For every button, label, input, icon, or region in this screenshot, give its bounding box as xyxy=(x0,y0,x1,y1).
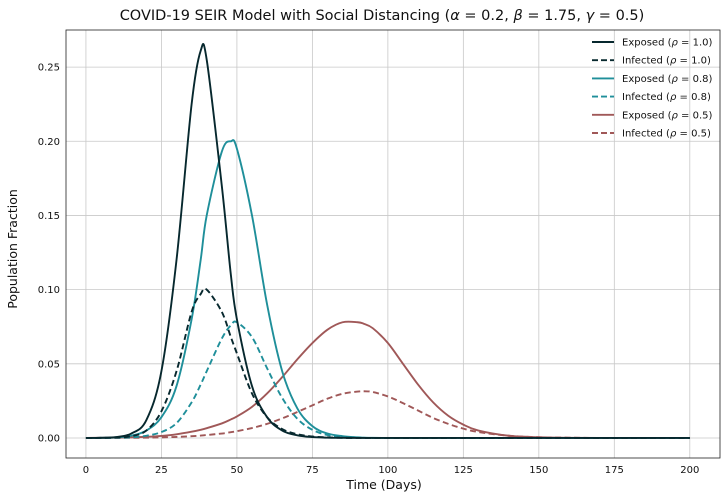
x-tick-label: 175 xyxy=(605,465,624,476)
y-tick-label: 0.25 xyxy=(38,63,60,74)
y-tick-label: 0.15 xyxy=(38,211,60,222)
grid xyxy=(66,30,720,458)
x-tick-label: 75 xyxy=(306,465,319,476)
x-tick-label: 125 xyxy=(454,465,473,476)
x-tick-label: 100 xyxy=(378,465,397,476)
y-tick-label: 0.00 xyxy=(38,433,60,444)
series-line xyxy=(85,390,690,439)
x-tick-label: 150 xyxy=(529,465,548,476)
x-tick-label: 0 xyxy=(83,465,89,476)
legend-label: Infected (ρ = 1.0) xyxy=(622,56,711,67)
chart-title: COVID-19 SEIR Model with Social Distanci… xyxy=(120,8,645,24)
x-axis-label: Time (Days) xyxy=(345,477,422,492)
y-axis-ticks: 0.00 0.05 0.10 0.15 0.20 0.25 xyxy=(38,63,60,445)
x-tick-label: 50 xyxy=(231,465,244,476)
legend-label: Infected (ρ = 0.8) xyxy=(622,92,711,103)
legend-label: Exposed (ρ = 0.8) xyxy=(622,74,712,85)
series-lines xyxy=(85,43,690,439)
legend-label: Infected (ρ = 0.5) xyxy=(622,129,711,140)
x-tick-label: 25 xyxy=(155,465,168,476)
legend-label: Exposed (ρ = 0.5) xyxy=(622,110,712,121)
y-tick-label: 0.05 xyxy=(38,359,60,370)
plot-frame xyxy=(65,29,721,459)
y-tick-label: 0.20 xyxy=(38,137,60,148)
x-axis-ticks: 0 25 50 75 100 125 150 175 200 xyxy=(83,465,700,476)
legend-label: Exposed (ρ = 1.0) xyxy=(622,38,712,49)
legend: Exposed (ρ = 1.0) Infected (ρ = 1.0) Expos… xyxy=(592,38,712,140)
x-tick-label: 200 xyxy=(680,465,699,476)
y-axis-label: Population Fraction xyxy=(5,189,20,309)
series-line xyxy=(85,287,690,439)
y-tick-label: 0.10 xyxy=(38,285,60,296)
